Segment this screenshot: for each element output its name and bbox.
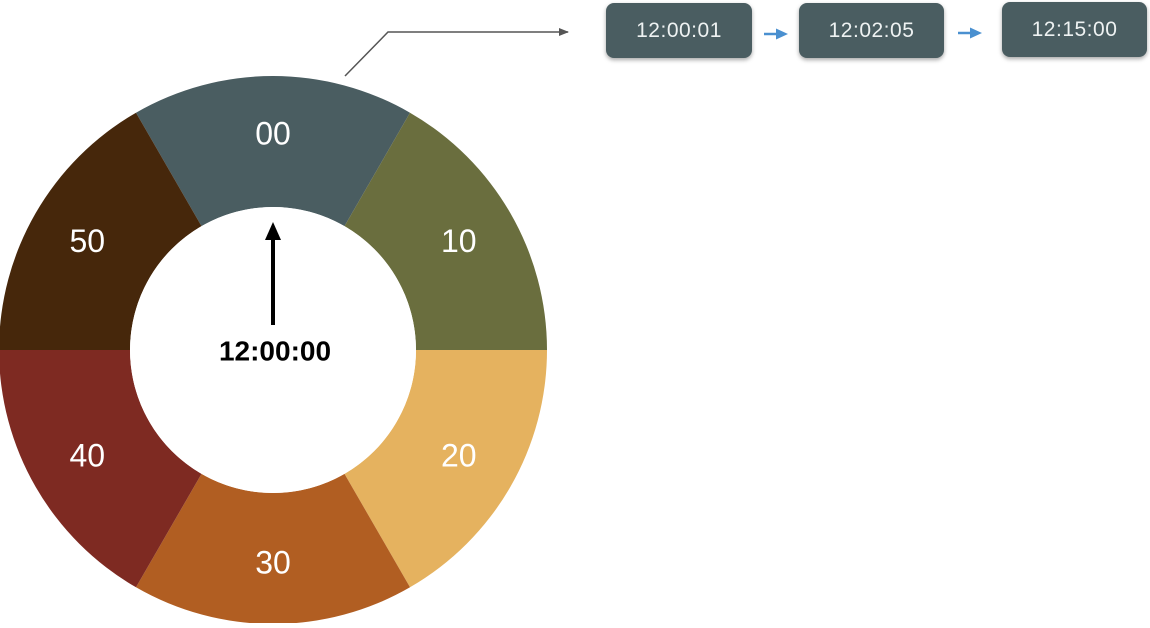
clock-segment-50 — [0, 112, 202, 350]
timeline-event-box: 12:15:00 — [1002, 2, 1147, 57]
clock-segment-30 — [136, 473, 410, 624]
event-time-label: 12:00:01 — [636, 18, 722, 42]
timeline-arrow — [764, 28, 788, 40]
timeline-event-box: 12:02:05 — [799, 3, 944, 58]
timeline-event-box: 12:00:01 — [606, 3, 752, 58]
center-time-label: 12:00:00 — [219, 336, 331, 367]
event-time-label: 12:15:00 — [1031, 17, 1118, 41]
clock-center-disc — [130, 207, 416, 493]
segment-label-00: 00 — [255, 116, 291, 152]
clock-ring: 00 10 20 30 40 50 — [0, 75, 547, 624]
clock-segment-40 — [0, 350, 202, 588]
clock-segment-20 — [344, 350, 547, 588]
clock-hand-arrowhead — [265, 222, 281, 240]
timeline-arrow — [958, 27, 982, 39]
segment-label-20: 20 — [441, 437, 477, 473]
segment-label-50: 50 — [69, 223, 105, 259]
segment-label-40: 40 — [69, 437, 105, 473]
event-time-label: 12:02:05 — [828, 18, 915, 42]
segment-label-30: 30 — [255, 545, 291, 581]
segment-label-10: 10 — [441, 223, 477, 259]
clock-segment-00 — [136, 75, 410, 227]
clock-segment-10 — [344, 112, 547, 350]
connector-line — [344, 28, 569, 77]
